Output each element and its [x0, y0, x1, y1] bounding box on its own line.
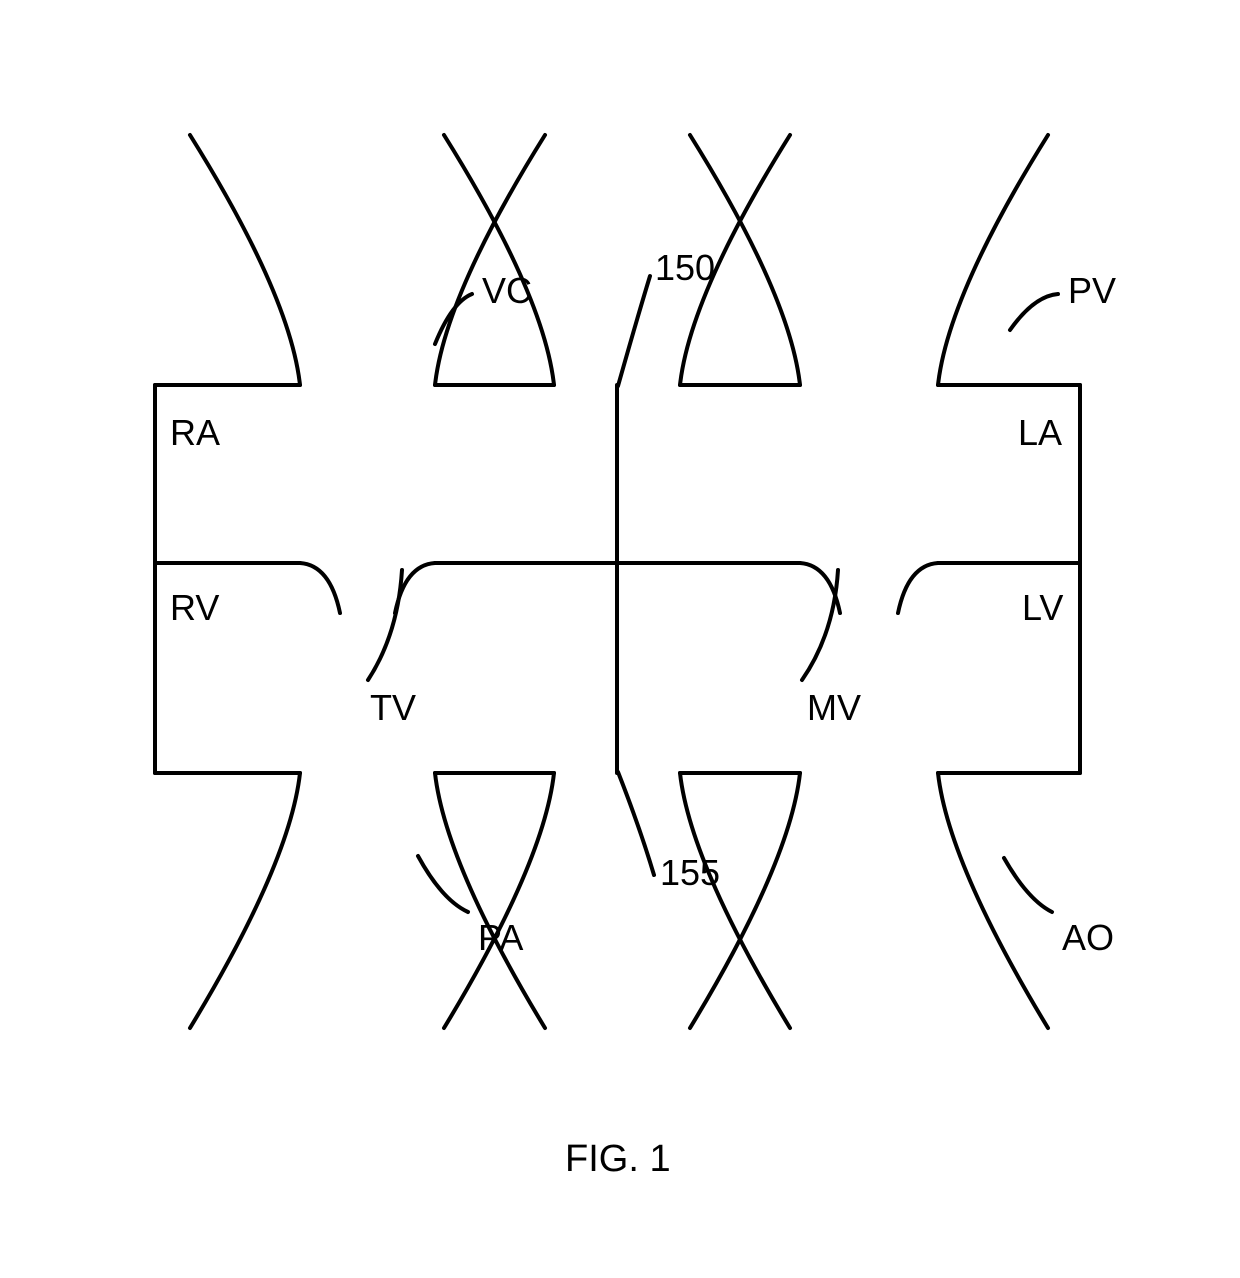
label-pv: PV: [1068, 273, 1116, 309]
label-rv: RV: [170, 590, 219, 626]
label-vc: VC: [482, 273, 532, 309]
vessel-bot-right-wall-l: [690, 773, 800, 1028]
label-ref-155: 155: [660, 855, 720, 891]
label-mv: MV: [807, 690, 861, 726]
label-ra: RA: [170, 415, 220, 451]
label-ao: AO: [1062, 920, 1114, 956]
vessel-top-left-wall-l: [190, 135, 300, 385]
vessel-top-left-wall-r: [435, 135, 545, 385]
vessel-top-right-wall-r: [938, 135, 1048, 385]
label-tv: TV: [370, 690, 416, 726]
leader-vc: [435, 294, 472, 344]
leader-tv: [368, 570, 402, 680]
figure-canvas: RA LA RV LV TV MV VC PV PA AO 150 155 FI…: [0, 0, 1240, 1278]
vessel-bot-right-wall-r: [938, 773, 1048, 1028]
figure-caption: FIG. 1: [565, 1140, 671, 1178]
vessel-top-center-wall-l: [444, 135, 554, 385]
leader-pv: [1010, 294, 1058, 330]
diagram-svg: [0, 0, 1240, 1278]
leader-150: [618, 276, 650, 386]
label-la: LA: [1018, 415, 1062, 451]
tv-leaflet-left: [300, 563, 340, 613]
vessel-bot-left-wall-l: [190, 773, 300, 1028]
label-pa: PA: [478, 920, 523, 956]
label-lv: LV: [1022, 590, 1063, 626]
label-ref-150: 150: [655, 250, 715, 286]
vessel-bot-center-wall-l: [444, 773, 554, 1028]
vessel-bot-center-wall-r: [680, 773, 790, 1028]
mv-leaflet-right: [898, 563, 938, 613]
leader-155: [618, 772, 654, 875]
leader-ao: [1004, 858, 1052, 912]
